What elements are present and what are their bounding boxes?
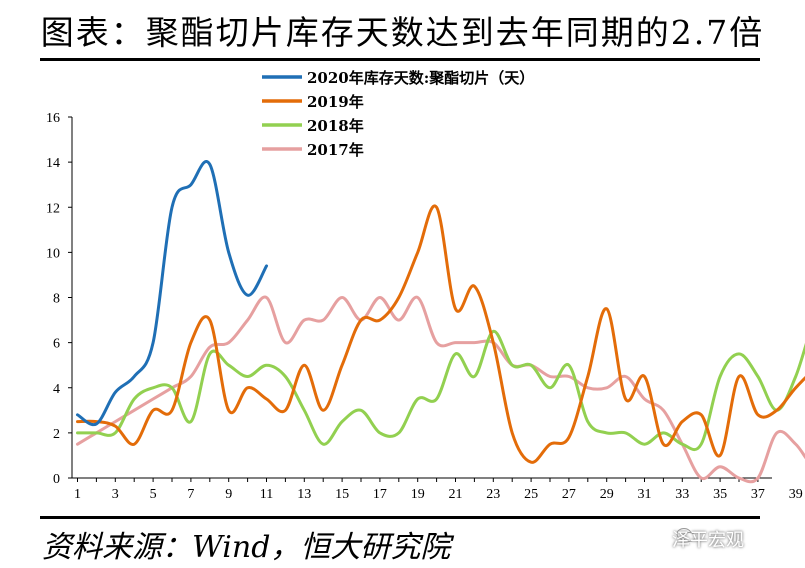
- x-tick-label: 11: [260, 487, 273, 502]
- x-tick-label: 31: [638, 487, 652, 502]
- legend-label-4: 2017年: [307, 141, 364, 159]
- y-tick-label: 4: [53, 382, 60, 397]
- y-tick-label: 10: [46, 246, 60, 261]
- x-tick-label: 35: [713, 487, 727, 502]
- y-tick-label: 0: [53, 472, 60, 487]
- series-line-1: [76, 160, 268, 427]
- watermark-text: 泽平宏观: [672, 530, 744, 551]
- y-tick-label: 6: [53, 337, 60, 352]
- source-note: 资料来源：Wind，恒大研究院: [42, 530, 451, 565]
- y-tick-label: 2: [53, 427, 60, 442]
- y-tick-label: 8: [53, 292, 60, 307]
- x-tick-label: 21: [449, 487, 463, 502]
- x-tick-label: 1: [74, 487, 81, 502]
- title-underline: [40, 58, 760, 61]
- chart-title: 图表：聚酯切片库存天数达到去年同期的2.7倍: [40, 13, 765, 52]
- x-tick-label: 37: [751, 487, 765, 502]
- x-tick-label: 9: [225, 487, 232, 502]
- y-tick-label: 12: [46, 201, 60, 216]
- legend-label-2: 2019年: [307, 93, 364, 111]
- x-tick-label: 5: [150, 487, 157, 502]
- x-tick-label: 39: [789, 487, 803, 502]
- wechat-icon: [676, 528, 696, 542]
- x-tick-label: 27: [562, 487, 576, 502]
- x-tick-label: 13: [297, 487, 311, 502]
- legend-label-1: 2020年库存天数:聚酯切片（天）: [307, 69, 534, 87]
- chart-series: [76, 160, 805, 484]
- x-tick-label: 25: [524, 487, 538, 502]
- y-tick-label: 16: [46, 111, 60, 126]
- x-tick-label: 3: [112, 487, 119, 502]
- x-tick-label: 23: [486, 487, 500, 502]
- x-tick-label: 29: [600, 487, 614, 502]
- legend-label-3: 2018年: [307, 117, 364, 135]
- x-tick-label: 15: [335, 487, 349, 502]
- x-tick-label: 19: [411, 487, 425, 502]
- x-tick-label: 7: [187, 487, 194, 502]
- x-tick-label: 17: [373, 487, 387, 502]
- series-line-3: [76, 329, 805, 452]
- x-tick-label: 33: [675, 487, 689, 502]
- footer-rule: [40, 516, 760, 519]
- y-tick-label: 14: [46, 156, 60, 171]
- series-line-2: [76, 204, 805, 464]
- chart-legend: 2020年库存天数:聚酯切片（天） 2019年 2018年 2017年: [262, 69, 534, 159]
